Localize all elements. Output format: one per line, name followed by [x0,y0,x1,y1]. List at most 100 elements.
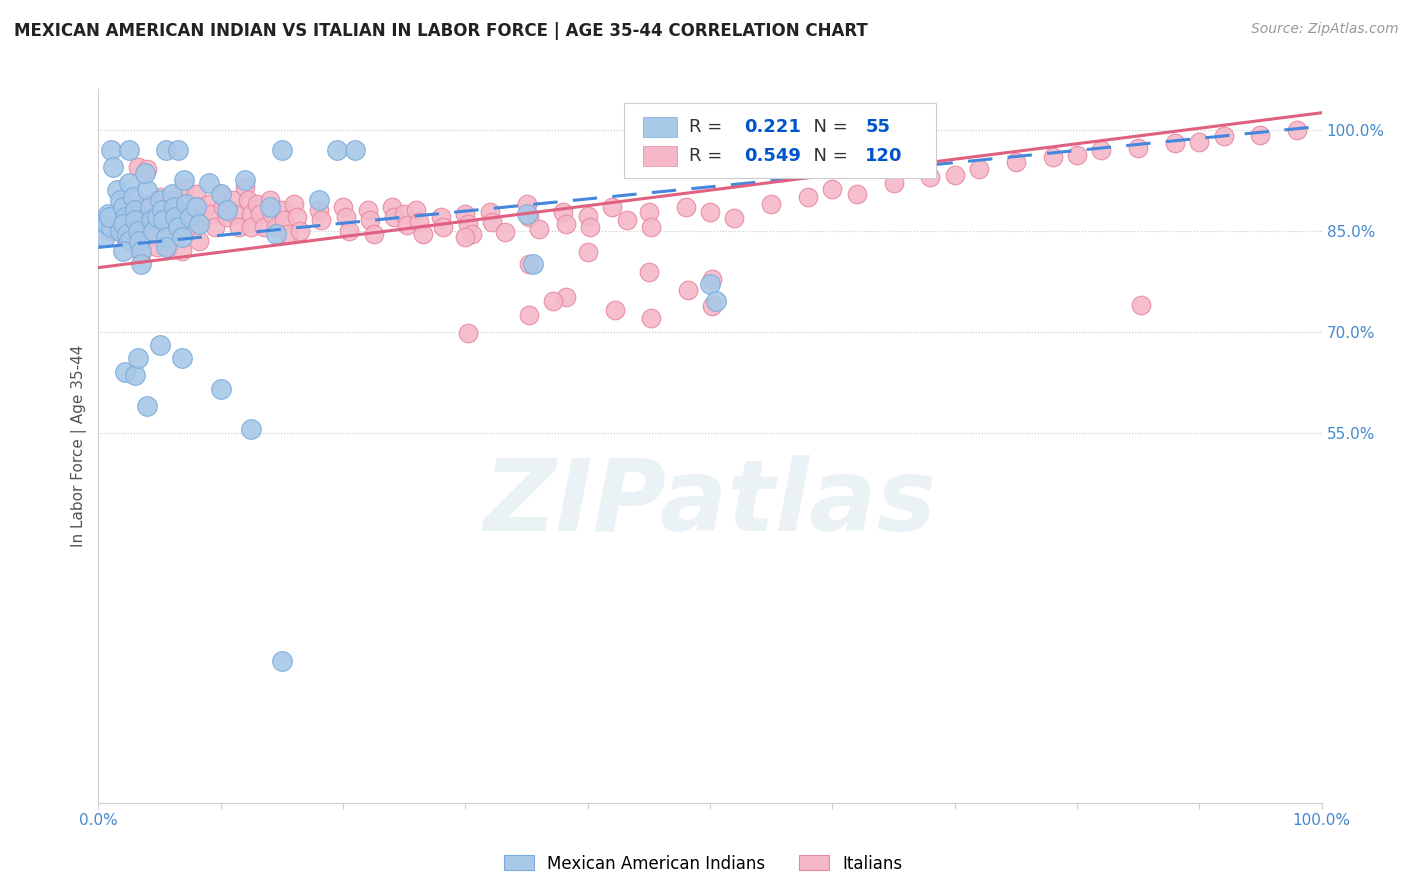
Point [98,210,121,224]
Point [616,213,638,227]
Legend: Mexican American Indians, Italians: Mexican American Indians, Italians [498,848,908,880]
Point [197,177,219,191]
Point [704,294,727,309]
Point [101,160,124,174]
Point [149,194,172,208]
Point [309,213,332,227]
Point [149,190,172,204]
Point [1066,148,1088,162]
Point [100,143,122,157]
Text: R =: R = [689,118,728,136]
Point [100,223,122,237]
Point [676,283,699,297]
Point [1188,135,1211,149]
Point [233,173,256,187]
Point [165,210,187,224]
Point [405,203,427,218]
Point [150,207,173,221]
Point [381,200,404,214]
Point [522,257,544,271]
Point [246,196,269,211]
Point [290,223,312,237]
Point [481,215,503,229]
Point [173,173,195,187]
Point [167,230,190,244]
Point [576,209,599,223]
Point [640,311,662,326]
Point [335,210,357,224]
Point [517,308,540,322]
Point [127,160,149,174]
Point [167,143,190,157]
Point [163,200,186,214]
Point [100,220,122,235]
Point [640,220,662,235]
Point [412,227,434,241]
Point [233,179,256,194]
Point [262,207,284,221]
Point [118,177,141,191]
Point [554,217,576,231]
Text: ZIPatlas: ZIPatlas [484,455,936,551]
Point [1042,149,1064,163]
Point [179,207,201,221]
Point [187,200,209,214]
Point [118,234,141,248]
Point [457,326,479,340]
Point [155,230,177,244]
Point [170,230,193,244]
Point [142,220,165,235]
Point [118,143,141,157]
Point [167,220,190,235]
Y-axis label: In Labor Force | Age 35-44: In Labor Force | Age 35-44 [72,345,87,547]
Point [127,223,149,237]
Point [308,203,330,218]
Point [259,200,281,214]
Point [699,277,721,292]
Point [139,200,162,214]
Point [183,220,205,235]
Point [236,194,259,208]
Point [283,196,305,211]
Point [308,194,330,208]
Point [408,215,430,229]
Point [240,422,263,436]
Point [209,186,232,201]
Point [384,210,406,224]
Point [515,207,537,221]
Point [1286,122,1309,136]
Point [1212,129,1234,144]
Point [111,244,134,258]
Point [170,244,193,258]
Point [187,234,209,248]
Point [943,169,966,183]
Point [124,368,146,383]
Point [160,186,183,201]
Point [252,220,274,235]
Point [494,225,516,239]
Point [136,399,159,413]
Point [114,365,136,379]
Text: 0.221: 0.221 [744,118,801,136]
Point [136,161,159,176]
Point [821,182,844,196]
Point [285,210,308,224]
Text: R =: R = [689,146,728,164]
Point [967,161,990,176]
Point [146,240,169,254]
Point [155,220,177,235]
Point [155,143,177,157]
Point [699,204,721,219]
Point [124,203,146,218]
Point [224,207,246,221]
Point [142,230,165,244]
Point [191,210,214,224]
Point [553,204,575,219]
Point [1090,143,1112,157]
Point [97,207,120,221]
Point [127,351,149,366]
Point [179,210,201,224]
Point [150,203,173,218]
Point [146,210,169,224]
Point [638,265,661,279]
